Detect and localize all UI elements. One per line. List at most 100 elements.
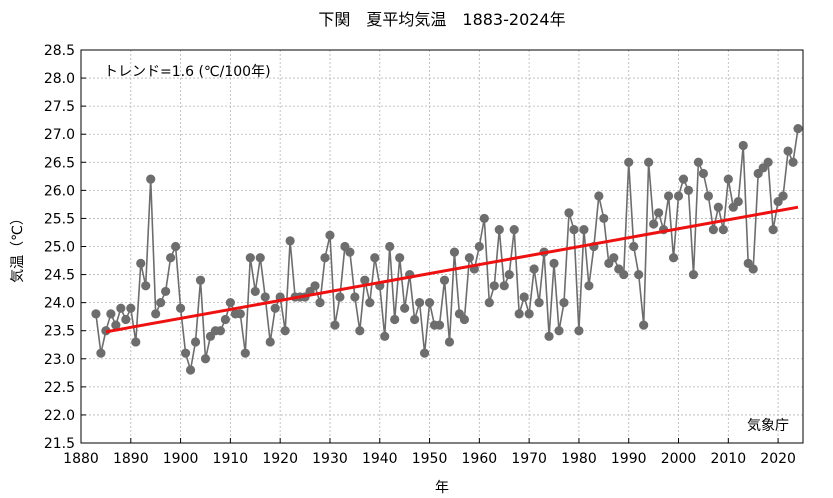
data-point <box>419 348 430 358</box>
data-point <box>424 298 435 308</box>
x-tick-label: 1920 <box>262 451 298 467</box>
x-tick-label: 1900 <box>163 451 199 467</box>
data-point <box>499 281 509 291</box>
x-tick-label: 2000 <box>661 451 697 467</box>
data-point <box>365 298 375 308</box>
data-point <box>444 337 455 347</box>
data-point <box>544 331 554 341</box>
data-point <box>579 225 589 235</box>
data-point <box>131 337 141 347</box>
data-point <box>414 298 425 308</box>
data-point <box>255 253 265 263</box>
data-point <box>350 292 360 302</box>
x-tick-label: 2010 <box>710 451 746 467</box>
data-point <box>534 298 544 308</box>
data-point <box>524 309 534 319</box>
data-point <box>559 298 569 308</box>
data-point <box>509 225 519 235</box>
data-point <box>698 168 709 179</box>
data-point <box>395 253 405 263</box>
data-point <box>783 146 793 156</box>
data-point <box>280 326 290 336</box>
data-point <box>464 253 474 263</box>
data-point <box>136 258 146 268</box>
data-point <box>594 191 604 201</box>
y-tick-label: 24.5 <box>44 268 75 284</box>
data-point <box>345 247 355 257</box>
data-point <box>663 191 674 201</box>
data-point <box>380 331 390 341</box>
y-tick-label: 28.5 <box>44 43 75 59</box>
x-tick-label: 1890 <box>113 451 149 467</box>
data-point <box>310 281 320 291</box>
data-point <box>434 320 445 330</box>
data-point <box>718 225 728 235</box>
data-point <box>654 208 664 218</box>
data-point <box>494 225 504 235</box>
data-point <box>175 303 186 313</box>
data-point <box>180 348 191 358</box>
data-point <box>315 298 325 308</box>
data-point <box>733 196 743 207</box>
data-point <box>693 157 704 167</box>
data-point <box>748 264 758 274</box>
data-point <box>156 298 166 308</box>
x-tick-label: 1960 <box>462 451 498 467</box>
data-point <box>96 348 106 358</box>
data-point <box>519 292 529 302</box>
y-tick-label: 22.5 <box>44 380 75 396</box>
data-point <box>564 208 574 218</box>
y-axis-label: 気温（℃） <box>10 211 26 283</box>
data-point <box>609 253 619 263</box>
data-point <box>151 309 161 319</box>
data-point <box>624 157 634 167</box>
data-point <box>668 253 679 263</box>
data-point <box>683 185 694 195</box>
data-point <box>260 292 270 302</box>
data-point <box>639 320 649 330</box>
data-point <box>320 253 330 263</box>
data-point <box>778 191 788 201</box>
data-point <box>574 326 584 336</box>
data-point <box>678 174 689 184</box>
data-point <box>529 264 539 274</box>
data-point <box>569 225 579 235</box>
data-point <box>126 303 136 313</box>
data-point <box>400 303 410 313</box>
data-point <box>335 292 345 302</box>
data-point <box>325 230 335 240</box>
y-tick-label: 25.0 <box>44 240 75 256</box>
data-point <box>673 191 684 201</box>
data-point <box>474 241 484 252</box>
data-point <box>285 236 295 246</box>
data-point <box>240 348 250 358</box>
x-tick-label: 1990 <box>611 451 647 467</box>
x-tick-label: 1930 <box>312 451 348 467</box>
data-point <box>385 241 395 252</box>
data-point <box>688 269 699 280</box>
data-point <box>514 309 524 319</box>
data-point <box>504 269 514 280</box>
data-point <box>768 225 778 235</box>
data-point <box>190 337 201 347</box>
data-point <box>763 157 773 167</box>
x-tick-label: 1910 <box>213 451 249 467</box>
data-point <box>629 241 639 252</box>
data-point <box>708 225 718 235</box>
data-point <box>390 314 400 325</box>
data-point <box>121 314 131 325</box>
data-point <box>235 309 245 319</box>
data-point <box>723 174 733 184</box>
data-point <box>793 124 803 134</box>
data-point <box>554 326 564 336</box>
data-point <box>360 275 370 285</box>
data-point <box>220 314 230 325</box>
x-tick-label: 1880 <box>63 451 99 467</box>
data-point <box>146 174 156 184</box>
data-point <box>161 286 171 297</box>
data-point <box>584 281 594 291</box>
data-point <box>410 314 420 325</box>
data-point <box>185 365 196 375</box>
trend-annotation: トレンド=1.6 (℃/100年) <box>104 64 271 80</box>
